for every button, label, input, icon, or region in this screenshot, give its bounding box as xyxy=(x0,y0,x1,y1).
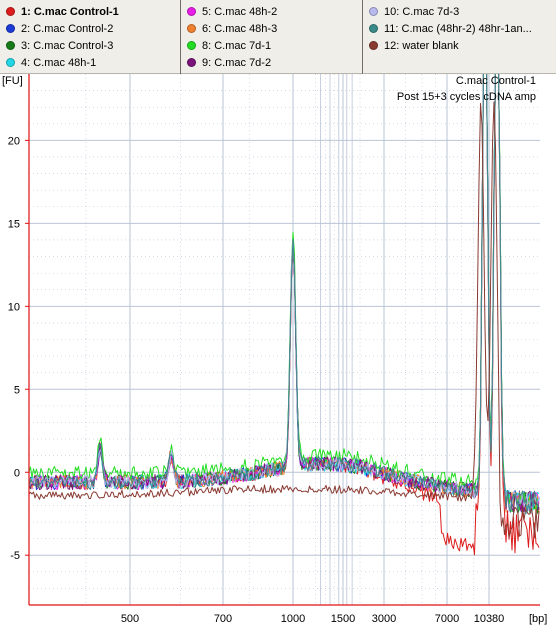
legend-label: 9: C.mac 7d-2 xyxy=(202,56,272,69)
series-trace-s11 xyxy=(28,101,540,539)
x-tick-label: 1000 xyxy=(281,613,305,625)
annotation-sample-name: C.mac Control-1 xyxy=(456,75,536,87)
electropherogram-chart: -5 0 5 10 15 20 500 700 1000 1500 3000 7000 10380 [F… xyxy=(0,74,556,637)
legend-item-s10[interactable]: 11: C.mac (48hr-2) 48hr-1an... xyxy=(369,20,532,37)
legend-item-s2[interactable]: 2: C.mac Control-2 xyxy=(6,20,113,37)
x-tick-label: 1500 xyxy=(331,613,355,625)
legend-item-s8[interactable]: 9: C.mac 7d-2 xyxy=(187,54,271,71)
y-tick-label: 0 xyxy=(14,467,20,479)
legend-label: 8: C.mac 7d-1 xyxy=(202,39,272,52)
legend-swatch-icon xyxy=(6,7,15,16)
y-tick-label: 15 xyxy=(8,218,20,230)
series-trace-s10 xyxy=(28,74,540,514)
legend-label: 3: C.mac Control-3 xyxy=(21,39,114,52)
x-tick-label: 3000 xyxy=(372,613,396,625)
x-axis-label: [bp] xyxy=(529,613,547,625)
legend-swatch-icon xyxy=(187,24,196,33)
legend-label: 2: C.mac Control-2 xyxy=(21,22,114,35)
annotation-description: Post 15+3 cycles cDNA amp xyxy=(397,91,536,103)
y-tick-label: -5 xyxy=(10,550,20,562)
legend-swatch-icon xyxy=(369,7,378,16)
legend-swatch-icon xyxy=(187,58,196,67)
x-tick-label: 10380 xyxy=(474,613,505,625)
legend-swatch-icon xyxy=(6,58,15,67)
legend-label: 10: C.mac 7d-3 xyxy=(384,5,460,18)
legend-label: 6: C.mac 48h-3 xyxy=(202,22,278,35)
y-tick-label: 5 xyxy=(14,384,20,396)
legend-item-s7[interactable]: 8: C.mac 7d-1 xyxy=(187,37,271,54)
axes: -5 0 5 10 15 20 500 700 1000 1500 3000 7000 10380 xyxy=(8,74,540,625)
x-tick-label: 500 xyxy=(121,613,139,625)
chart-svg: -5 0 5 10 15 20 500 700 1000 1500 3000 7000 10380 [F… xyxy=(0,74,556,637)
legend-item-s1[interactable]: 1: C.mac Control-1 xyxy=(6,3,119,20)
legend-swatch-icon xyxy=(369,41,378,50)
x-tick-label: 7000 xyxy=(435,613,459,625)
series-traces xyxy=(28,74,540,556)
legend-column-3: 10: C.mac 7d-3 11: C.mac (48hr-2) 48hr-1a… xyxy=(362,0,556,74)
legend-swatch-icon xyxy=(6,24,15,33)
y-tick-label: 20 xyxy=(8,135,20,147)
series-trace-s9 xyxy=(28,74,540,515)
y-tick-label: 10 xyxy=(8,301,20,313)
y-axis-label: [FU] xyxy=(2,75,23,87)
legend-item-s3[interactable]: 3: C.mac Control-3 xyxy=(6,37,113,54)
legend-item-s9[interactable]: 10: C.mac 7d-3 xyxy=(369,3,459,20)
legend-swatch-icon xyxy=(187,7,196,16)
legend-item-s11[interactable]: 12: water blank xyxy=(369,37,459,54)
legend-item-s5[interactable]: 5: C.mac 48h-2 xyxy=(187,3,277,20)
legend-swatch-icon xyxy=(187,41,196,50)
chart-background xyxy=(0,74,556,637)
legend-label: 4: C.mac 48h-1 xyxy=(21,56,97,69)
legend-swatch-icon xyxy=(369,24,378,33)
legend-panel: 1: C.mac Control-1 2: C.mac Control-2 3: C… xyxy=(0,0,556,74)
legend-label: 11: C.mac (48hr-2) 48hr-1an... xyxy=(384,22,532,35)
legend-label: 1: C.mac Control-1 xyxy=(21,5,119,18)
legend-item-s4[interactable]: 4: C.mac 48h-1 xyxy=(6,54,96,71)
legend-swatch-icon xyxy=(6,41,15,50)
legend-label: 5: C.mac 48h-2 xyxy=(202,5,278,18)
legend-item-s6[interactable]: 6: C.mac 48h-3 xyxy=(187,20,277,37)
x-tick-label: 700 xyxy=(214,613,232,625)
legend-column-1: 1: C.mac Control-1 2: C.mac Control-2 3: C… xyxy=(0,0,180,74)
legend-column-2: 5: C.mac 48h-2 6: C.mac 48h-3 8: C.mac 7d-… xyxy=(180,0,362,74)
legend-label: 12: water blank xyxy=(384,39,459,52)
